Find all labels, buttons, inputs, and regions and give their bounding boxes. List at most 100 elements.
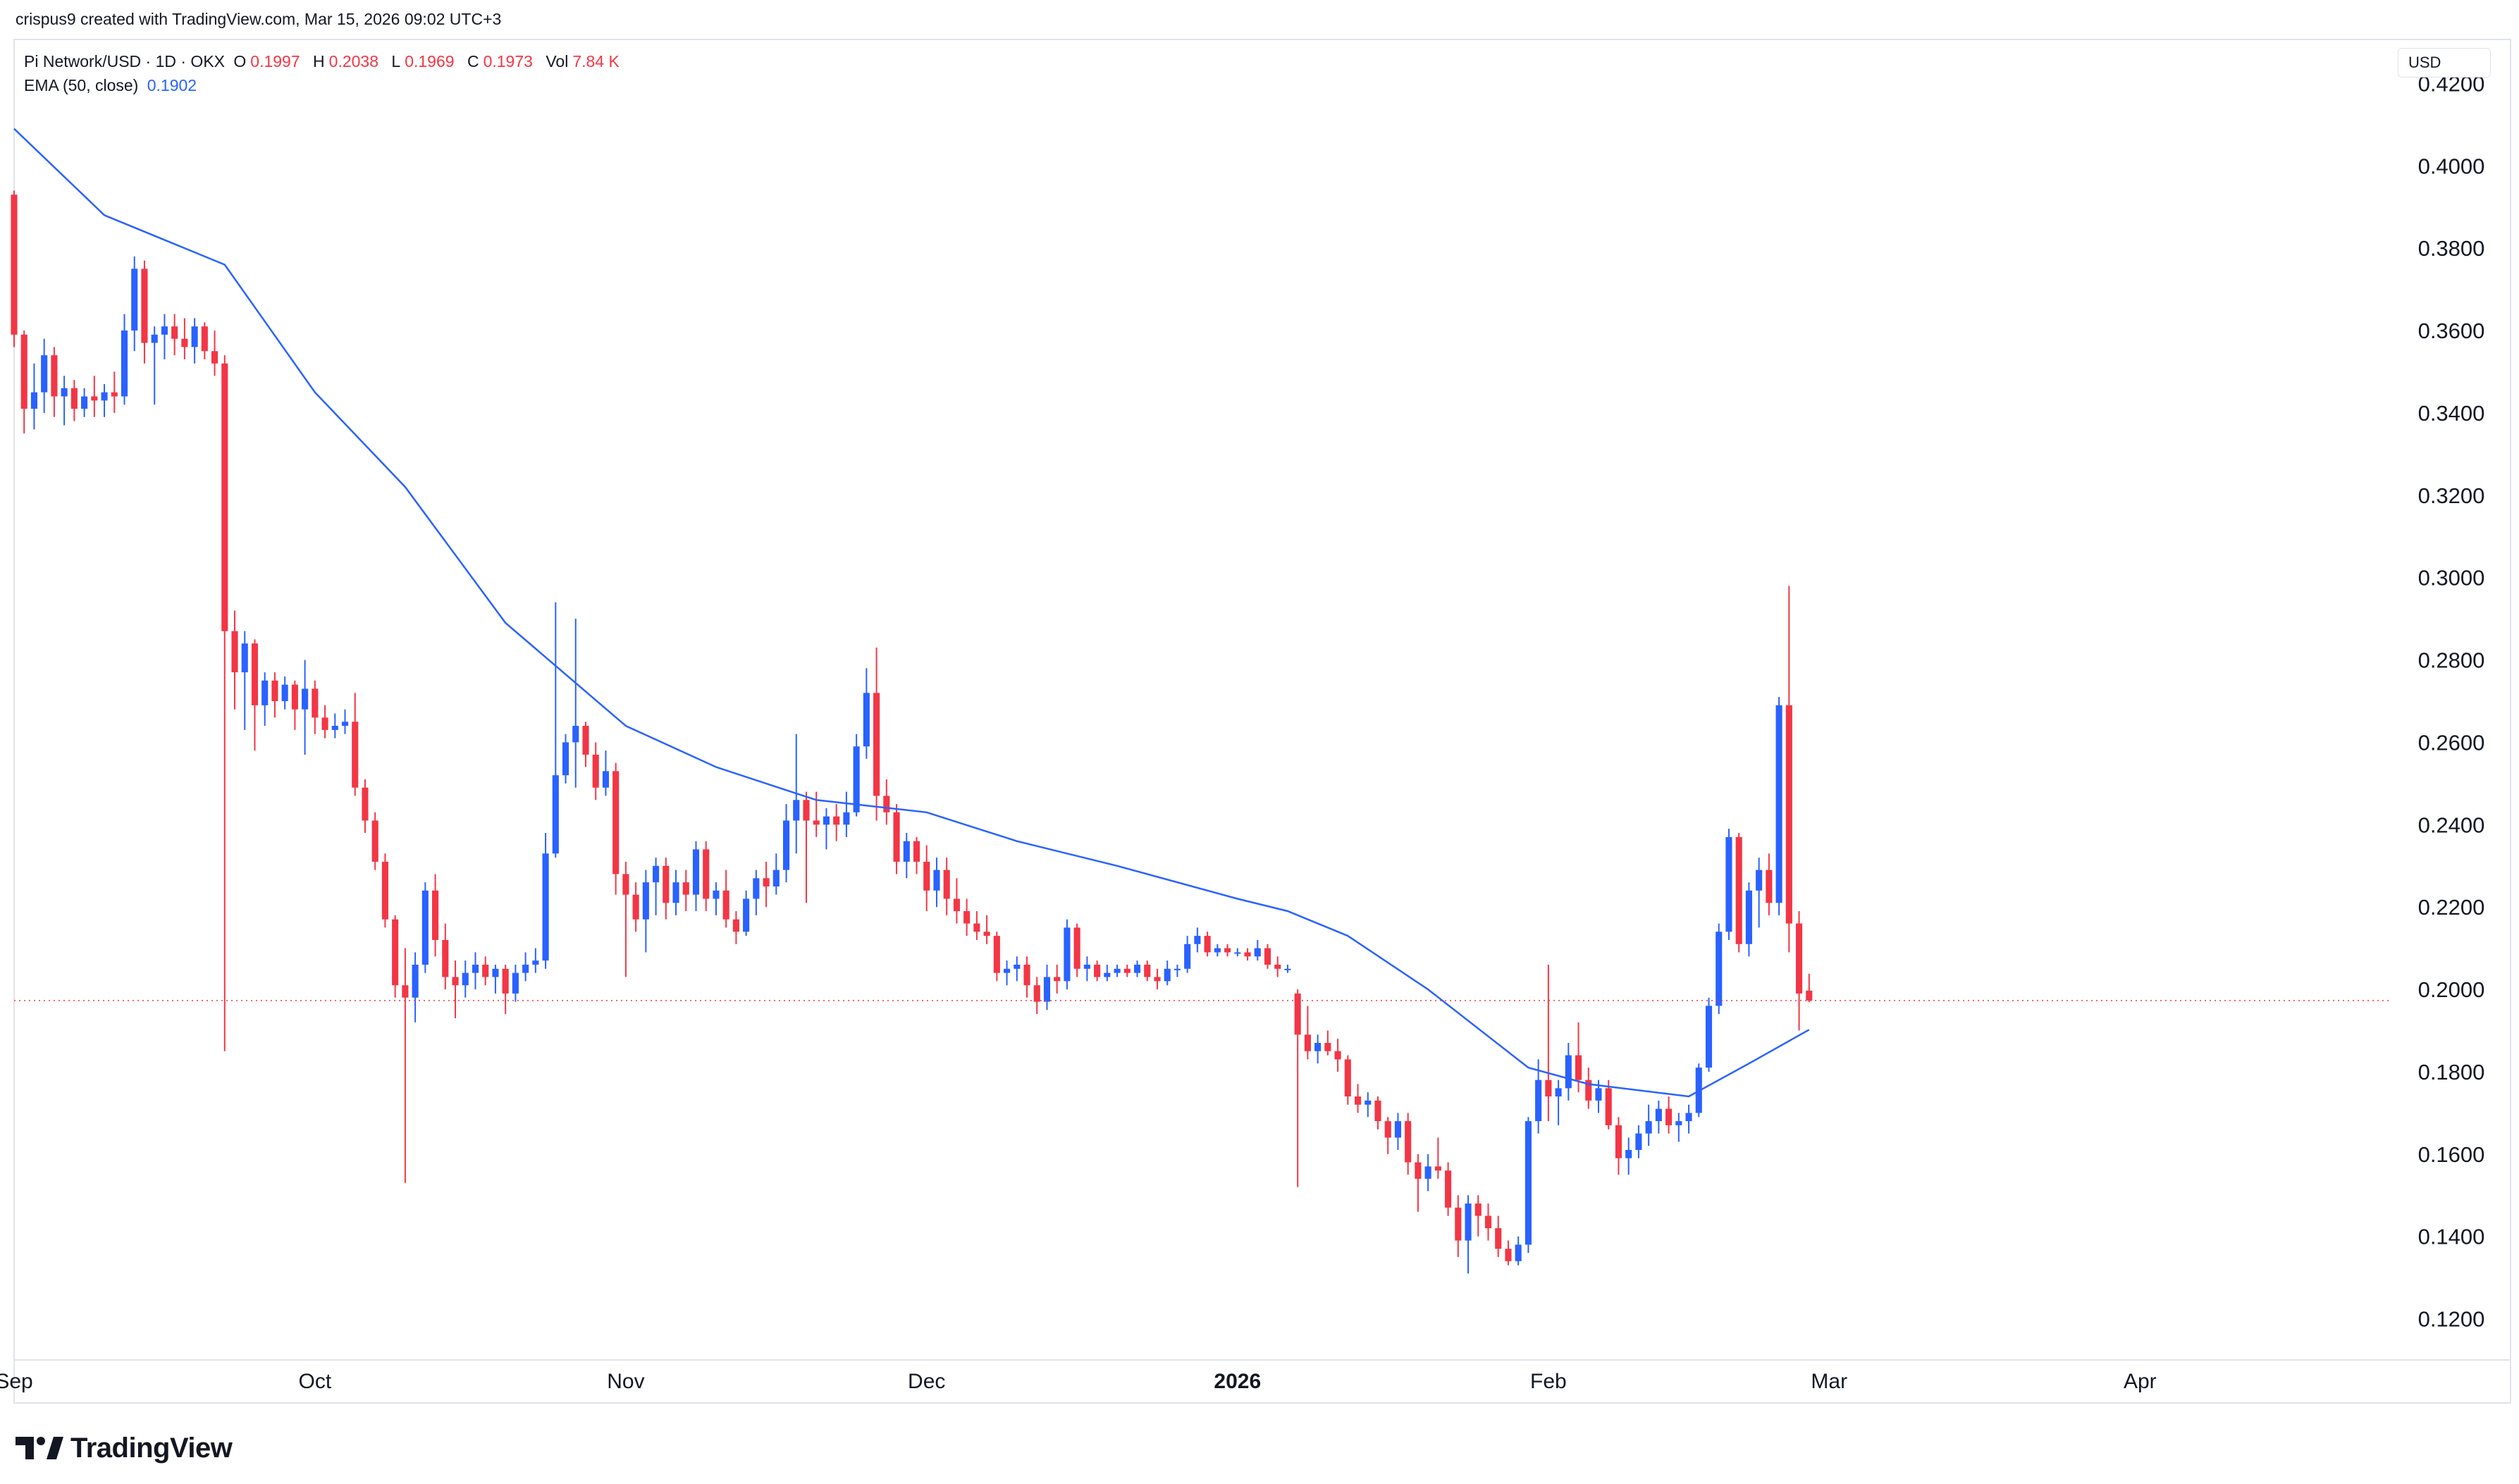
candle[interactable]	[1405, 1113, 1412, 1175]
candle[interactable]	[141, 260, 148, 364]
candle[interactable]	[893, 804, 900, 874]
candle[interactable]	[713, 882, 720, 915]
candle[interactable]	[1354, 1084, 1362, 1113]
candle[interactable]	[833, 804, 840, 841]
candle[interactable]	[923, 845, 930, 912]
candle[interactable]	[1194, 927, 1201, 953]
candle[interactable]	[1484, 1203, 1492, 1241]
candle[interactable]	[1625, 1137, 1632, 1175]
candle[interactable]	[1615, 1117, 1622, 1175]
candle[interactable]	[622, 861, 629, 977]
candle[interactable]	[512, 965, 519, 1002]
candle[interactable]	[1144, 960, 1151, 982]
candle[interactable]	[592, 742, 599, 800]
candle[interactable]	[602, 750, 609, 796]
candle[interactable]	[1324, 1030, 1331, 1056]
candle[interactable]	[963, 898, 971, 936]
legend-ema-row[interactable]: EMA (50, close) 0.1902	[24, 73, 628, 97]
candle[interactable]	[281, 676, 288, 710]
candle[interactable]	[823, 808, 830, 850]
candle[interactable]	[863, 668, 870, 759]
candle[interactable]	[1123, 965, 1131, 977]
candle[interactable]	[1023, 956, 1030, 998]
candle[interactable]	[1806, 973, 1813, 1003]
candle[interactable]	[1224, 944, 1231, 957]
candle[interactable]	[1254, 939, 1261, 961]
candle[interactable]	[1465, 1195, 1472, 1274]
candle[interactable]	[993, 932, 1000, 982]
candle[interactable]	[933, 858, 940, 908]
candle[interactable]	[642, 870, 649, 953]
candle[interactable]	[743, 890, 750, 936]
candle[interactable]	[1605, 1080, 1612, 1130]
candle[interactable]	[1284, 965, 1291, 973]
candle[interactable]	[1083, 956, 1090, 982]
candle[interactable]	[201, 322, 208, 359]
candle[interactable]	[1455, 1195, 1462, 1257]
candle[interactable]	[1214, 944, 1221, 957]
candle[interactable]	[1775, 697, 1782, 915]
candle[interactable]	[352, 693, 359, 796]
candle[interactable]	[1785, 586, 1792, 953]
candle[interactable]	[1114, 965, 1121, 977]
candle[interactable]	[302, 660, 309, 755]
candle[interactable]	[973, 911, 980, 940]
candle[interactable]	[1505, 1240, 1512, 1266]
candle[interactable]	[421, 882, 429, 973]
candle[interactable]	[241, 631, 248, 730]
candle[interactable]	[703, 841, 710, 912]
candle[interactable]	[672, 870, 679, 915]
candle[interactable]	[1133, 960, 1141, 977]
candle[interactable]	[1294, 989, 1301, 1187]
candle[interactable]	[20, 330, 27, 434]
candle[interactable]	[1274, 956, 1281, 977]
candle[interactable]	[271, 672, 278, 718]
candle[interactable]	[1665, 1096, 1673, 1134]
candle[interactable]	[1394, 1113, 1401, 1150]
candle[interactable]	[371, 812, 378, 870]
candle[interactable]	[1655, 1100, 1662, 1134]
candle[interactable]	[1304, 1006, 1311, 1060]
candle[interactable]	[1565, 1043, 1572, 1101]
candle[interactable]	[1716, 923, 1723, 1015]
candle[interactable]	[472, 952, 479, 990]
candle[interactable]	[1525, 1117, 1532, 1254]
ema-line[interactable]	[13, 128, 1810, 1098]
candle[interactable]	[1535, 1059, 1542, 1134]
candle[interactable]	[121, 314, 128, 405]
candle[interactable]	[1164, 960, 1171, 986]
candle[interactable]	[843, 791, 850, 837]
candle[interactable]	[1244, 948, 1251, 961]
candle[interactable]	[1184, 936, 1191, 973]
candle[interactable]	[1735, 833, 1742, 953]
candle[interactable]	[1365, 1092, 1372, 1118]
candle[interactable]	[381, 853, 388, 928]
candle[interactable]	[532, 948, 539, 973]
candle[interactable]	[482, 956, 489, 986]
candle[interactable]	[81, 388, 88, 417]
candle[interactable]	[432, 874, 439, 957]
candle[interactable]	[1154, 968, 1161, 990]
candle[interactable]	[362, 779, 369, 833]
candle[interactable]	[321, 705, 328, 738]
candle[interactable]	[903, 833, 910, 879]
plot-area[interactable]	[11, 128, 2391, 1274]
candle[interactable]	[782, 804, 790, 883]
candle[interactable]	[30, 363, 38, 430]
candle[interactable]	[211, 330, 218, 376]
candle[interactable]	[572, 619, 579, 788]
candle[interactable]	[1424, 1154, 1431, 1192]
candle[interactable]	[101, 384, 108, 417]
candle[interactable]	[191, 318, 198, 364]
candle[interactable]	[1545, 965, 1552, 1122]
candle[interactable]	[803, 791, 810, 903]
candle[interactable]	[983, 915, 990, 944]
candle[interactable]	[1064, 919, 1071, 990]
candle[interactable]	[1344, 1055, 1351, 1105]
tradingview-logo[interactable]: TradingView	[16, 1430, 233, 1466]
candle[interactable]	[1585, 1068, 1592, 1109]
candle[interactable]	[722, 870, 729, 928]
candle[interactable]	[70, 380, 78, 421]
candle[interactable]	[732, 911, 739, 944]
candle[interactable]	[772, 853, 780, 895]
